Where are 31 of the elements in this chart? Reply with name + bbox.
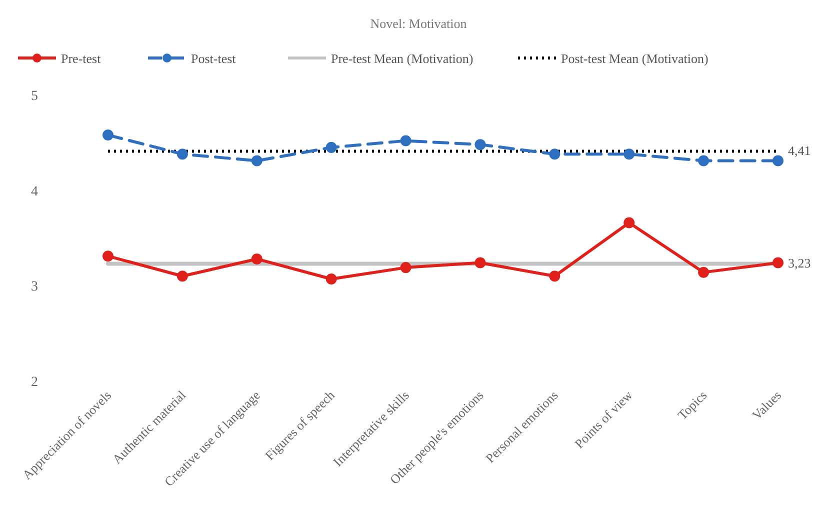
data-label: 3,23	[788, 256, 811, 271]
point	[698, 266, 710, 278]
legend-label: Post-test	[191, 51, 236, 66]
point	[400, 262, 412, 274]
point	[474, 139, 486, 150]
point	[400, 135, 412, 146]
point	[102, 130, 114, 141]
point	[772, 155, 784, 166]
chart-title: Novel: Motivation	[370, 16, 468, 31]
point	[698, 155, 710, 166]
legend-label: Post-test Mean (Motivation)	[561, 51, 708, 66]
point	[474, 257, 486, 268]
point	[772, 257, 784, 268]
point	[326, 273, 337, 284]
point	[549, 270, 560, 282]
point	[176, 270, 188, 282]
data-label: 4,41	[788, 143, 811, 158]
point	[176, 148, 188, 160]
point	[624, 148, 635, 160]
legend-label: Pre-test	[61, 51, 102, 66]
point	[326, 142, 337, 153]
point	[624, 217, 635, 228]
y-tick-label: 4	[31, 184, 38, 200]
legend-label: Pre-test Mean (Motivation)	[331, 51, 474, 66]
point	[549, 148, 560, 160]
point	[251, 253, 262, 264]
y-tick-label: 5	[31, 89, 38, 104]
y-tick-label: 3	[31, 280, 38, 295]
point	[102, 250, 114, 262]
y-tick-label: 2	[31, 375, 38, 390]
point	[251, 155, 262, 166]
